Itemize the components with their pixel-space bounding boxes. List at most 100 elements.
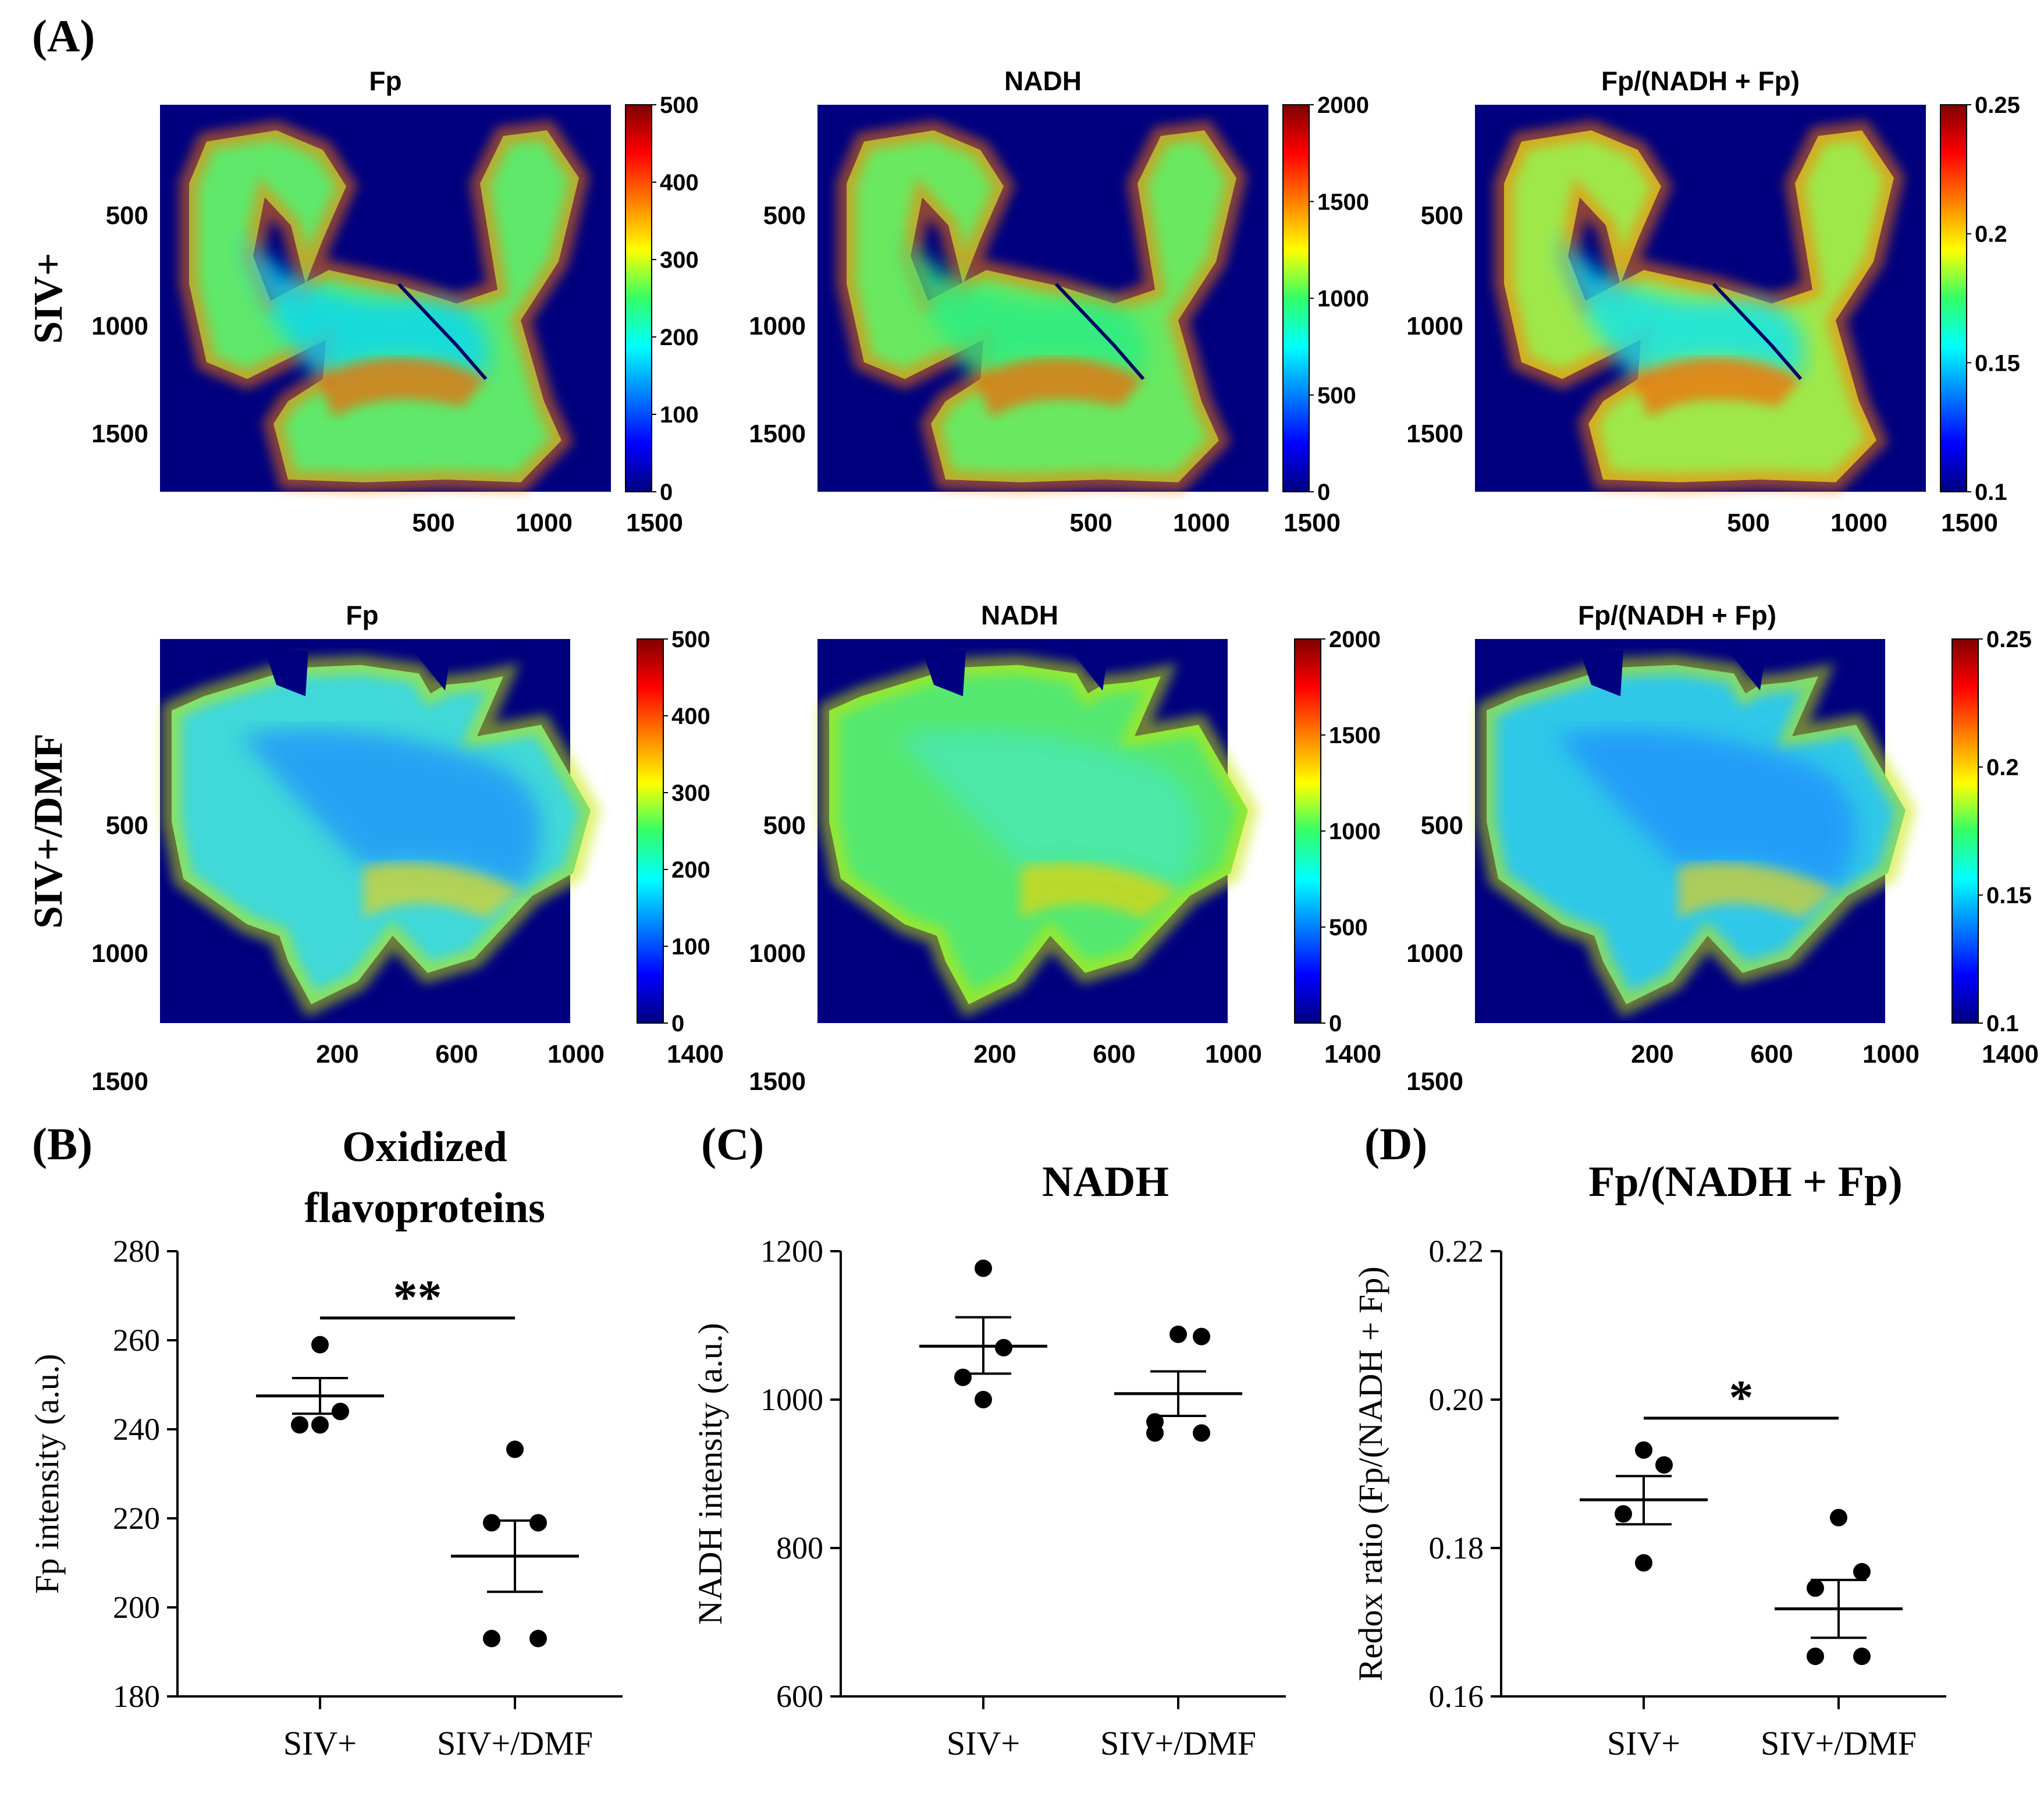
panel-c-scatter: (C) NADH 600 800 1000 1200 NADH intensity (a.u… <box>691 1119 1286 1762</box>
tissue-gap <box>1728 651 1766 691</box>
map-y-tick-label: 500 <box>1421 201 1463 230</box>
colorbar-tick-label: 0.1 <box>1975 480 2007 505</box>
y-tick-label: 240 <box>113 1412 160 1447</box>
gray-matter-band <box>317 358 486 418</box>
colorbar <box>637 638 664 1024</box>
map-title: Fp/(NADH + Fp) <box>1578 600 1776 630</box>
map-x-tick-label: 1000 <box>1173 509 1230 537</box>
colorbar-tick-label: 0 <box>671 1011 684 1036</box>
colorbar-tick-label: 0.2 <box>1986 755 2019 780</box>
white-matter <box>899 729 1199 890</box>
map-x-tick-label: 1400 <box>1324 1040 1381 1068</box>
map-title: Fp <box>369 66 401 96</box>
map-x-tick-label: 1500 <box>626 509 683 537</box>
colorbar <box>625 104 652 492</box>
white-matter <box>1556 233 1804 379</box>
data-point <box>311 1336 329 1354</box>
panel-label: (D) <box>1364 1119 1427 1169</box>
tissue-gap <box>413 651 451 691</box>
panel-b-scatter: (B) Oxidized flavoproteins 180 200 220 240 260 2… <box>28 1119 623 1762</box>
map-x-tick-label: 500 <box>412 509 454 537</box>
colorbar <box>1951 638 1979 1024</box>
y-tick-label: 800 <box>776 1531 823 1565</box>
data-point <box>1853 1648 1871 1666</box>
data-point <box>995 1339 1012 1357</box>
y-tick-label: 280 <box>113 1234 160 1269</box>
map-y-tick-label: 1500 <box>91 420 148 448</box>
tissue-shape <box>837 120 1247 492</box>
map-y-tick-label: 500 <box>106 201 148 230</box>
map-y-tick-label: 1500 <box>1406 1067 1463 1096</box>
data-point <box>1655 1456 1673 1474</box>
colorbar-tick-label: 1500 <box>1329 723 1381 748</box>
tissue-shape <box>819 651 1259 1017</box>
data-point <box>483 1629 500 1648</box>
map-y-tick-label: 1000 <box>749 312 806 340</box>
colorbar-tick-label: 0.15 <box>1986 883 2032 908</box>
y-tick-label: 260 <box>113 1323 160 1358</box>
panel-label: (B) <box>32 1119 93 1169</box>
panel-label-a: (A) <box>32 10 95 61</box>
y-tick-label: 0.18 <box>1429 1531 1484 1565</box>
map-y-tick-label: 1500 <box>1406 420 1463 448</box>
data-point <box>529 1629 547 1648</box>
colorbar-tick-label: 400 <box>671 704 710 729</box>
map-y-tick-label: 1500 <box>749 1067 806 1096</box>
data-point <box>529 1514 547 1532</box>
tissue-shape <box>179 120 590 492</box>
tissue-gap <box>922 651 966 697</box>
map-x-tick-label: 1500 <box>1284 509 1341 537</box>
map-y-tick-label: 500 <box>763 811 806 840</box>
colorbar-tick-label: 2000 <box>1317 93 1369 118</box>
colorbar-tick-label: 0.15 <box>1975 350 2020 376</box>
data-point <box>506 1440 524 1458</box>
white-matter <box>241 233 489 379</box>
map-y-tick-label: 1000 <box>91 939 148 968</box>
map-x-tick-label: 500 <box>1069 509 1112 537</box>
colorbar-tick-label: 500 <box>671 627 710 652</box>
data-point <box>1853 1563 1871 1581</box>
colorbar-tick-label: 500 <box>1329 915 1368 940</box>
colorbar-tick-label: 0.25 <box>1975 93 2020 118</box>
tissue-shape <box>1494 120 1905 492</box>
map-y-tick-label: 1000 <box>1406 939 1463 968</box>
map-x-tick-label: 200 <box>1631 1040 1673 1068</box>
panel-d-scatter: (D) Fp/(NADH + Fp) 0.16 0.18 0.20 0.22 Redox r… <box>1352 1119 1946 1762</box>
data-point <box>311 1416 329 1434</box>
y-tick-label: 600 <box>776 1679 823 1714</box>
colorbar <box>1294 638 1321 1024</box>
map-x-tick-label: 1000 <box>548 1040 605 1068</box>
map-x-tick-label: 1400 <box>1982 1040 2039 1068</box>
data-point <box>291 1416 308 1434</box>
map-x-tick-label: 1000 <box>516 509 573 537</box>
data-point <box>1807 1579 1824 1597</box>
colorbar-tick-label: 300 <box>660 247 699 273</box>
x-tick-label: SIV+/DMF <box>437 1724 593 1762</box>
gray-matter-band <box>364 862 521 919</box>
data-point <box>1169 1325 1187 1343</box>
x-tick-label: SIV+/DMF <box>1100 1724 1256 1762</box>
tissue-edge <box>1477 655 1917 1017</box>
y-axis-label: Fp intensity (a.u.) <box>28 1354 66 1593</box>
gray-matter-band <box>1632 358 1801 418</box>
map-y-tick-label: 1000 <box>749 939 806 968</box>
chart-title: NADH <box>1042 1158 1169 1206</box>
data-point <box>1635 1441 1652 1459</box>
significance-marker: ** <box>393 1270 442 1325</box>
chart-title: Fp/(NADH + Fp) <box>1588 1158 1903 1206</box>
significance-marker: * <box>1729 1371 1754 1425</box>
y-tick-label: 1000 <box>760 1382 823 1417</box>
row-label: SIV+/DMF <box>26 733 71 928</box>
map-x-tick-label: 500 <box>1727 509 1769 537</box>
white-matter <box>899 233 1146 379</box>
tissue-edge <box>1494 120 1905 492</box>
tissue-section <box>162 651 602 1017</box>
tissue-fold <box>1054 283 1145 381</box>
tissue-section <box>819 651 1259 1017</box>
tissue-edge <box>179 120 590 492</box>
map-y-tick-label: 500 <box>106 811 148 840</box>
y-tick-label: 0.22 <box>1429 1234 1484 1269</box>
map-x-tick-label: 600 <box>435 1040 478 1068</box>
map-x-tick-label: 1400 <box>667 1040 724 1068</box>
